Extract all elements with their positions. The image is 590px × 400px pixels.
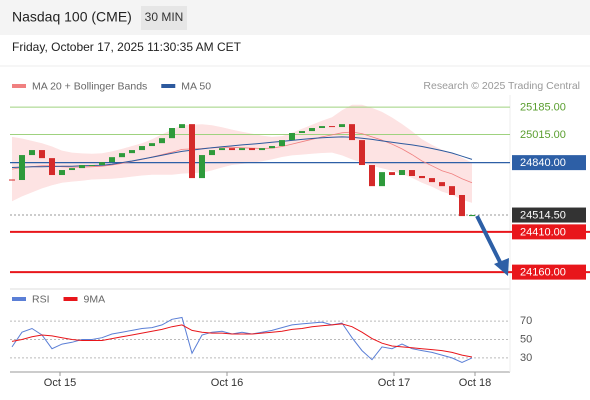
candle <box>169 128 175 139</box>
candle <box>409 170 415 176</box>
interval-label[interactable]: 30 MIN <box>145 10 184 24</box>
candle <box>389 172 395 176</box>
y-tick-label: 30 <box>520 352 532 364</box>
candle <box>189 124 195 179</box>
candle <box>119 153 125 158</box>
forecast-arrowhead <box>494 258 509 276</box>
candle <box>9 179 15 181</box>
candle <box>439 182 445 187</box>
ma-line <box>11 136 473 168</box>
rsi-line <box>11 316 473 364</box>
candle <box>209 150 215 156</box>
legend-swatch <box>63 297 78 301</box>
legend-swatch <box>12 297 26 301</box>
candle <box>99 162 105 166</box>
level-label: 24840.00 <box>520 157 566 169</box>
timestamp: Friday, October 17, 2025 11:30:35 AM CET <box>12 40 242 54</box>
level-label: 24514.50 <box>520 209 566 221</box>
candle <box>19 155 25 181</box>
candle <box>149 143 155 147</box>
candle <box>69 168 75 171</box>
candle <box>49 158 55 176</box>
candle <box>339 124 345 128</box>
candle <box>429 178 435 183</box>
candle <box>109 157 115 163</box>
candle <box>359 140 365 166</box>
candle <box>259 148 265 151</box>
level-label: 25185.00 <box>520 101 566 113</box>
candle <box>449 186 455 195</box>
candle <box>459 194 465 217</box>
candle <box>229 148 235 151</box>
candle <box>219 148 225 151</box>
candle <box>89 165 95 167</box>
rsi-line <box>11 323 473 358</box>
level-label-box <box>512 207 586 223</box>
level-label-box <box>512 155 586 171</box>
candle <box>59 170 65 176</box>
candle <box>139 146 145 151</box>
candle <box>239 148 245 151</box>
forecast-arrow <box>475 215 502 263</box>
instrument-title: Nasdaq 100 (CME) <box>12 9 132 25</box>
legend-label: RSI <box>32 293 50 305</box>
x-tick-label: Oct 18 <box>459 377 491 389</box>
interval-button[interactable] <box>141 6 187 30</box>
header-bar <box>0 0 590 35</box>
level-label: 24160.00 <box>520 267 566 279</box>
candle <box>79 165 85 169</box>
x-tick-label: Oct 17 <box>378 377 410 389</box>
level-label: 24410.00 <box>520 226 566 238</box>
legend-swatch <box>12 84 26 88</box>
candle <box>469 214 475 217</box>
candle <box>299 131 305 133</box>
ma-line <box>11 131 473 184</box>
candle <box>319 126 325 129</box>
candle <box>379 172 385 187</box>
candle <box>269 146 275 149</box>
y-tick-label: 50 <box>520 333 532 345</box>
candle <box>309 128 315 132</box>
credit: Research © 2025 Trading Central <box>423 80 580 92</box>
legend-label: MA 50 <box>181 80 211 92</box>
level-label-box <box>512 224 586 240</box>
candle <box>199 155 205 179</box>
y-tick-label: 70 <box>520 315 532 327</box>
candle <box>129 150 135 154</box>
legend-swatch <box>161 84 176 88</box>
candle <box>159 138 165 144</box>
x-tick-label: Oct 16 <box>211 377 243 389</box>
candle <box>329 126 335 128</box>
legend-label: MA 20 + Bollinger Bands <box>32 80 147 92</box>
candle <box>179 124 185 129</box>
bollinger-band <box>12 104 472 203</box>
candle <box>369 165 375 187</box>
candle <box>249 148 255 151</box>
candle <box>289 133 295 141</box>
candle <box>419 175 425 179</box>
level-label: 25015.00 <box>520 129 566 141</box>
candle <box>399 170 405 176</box>
level-label-box <box>512 264 586 280</box>
x-tick-label: Oct 15 <box>44 377 76 389</box>
legend-label: 9MA <box>84 293 106 305</box>
candle <box>39 150 45 159</box>
candle <box>349 124 355 141</box>
candle <box>29 150 35 156</box>
candle <box>279 140 285 147</box>
